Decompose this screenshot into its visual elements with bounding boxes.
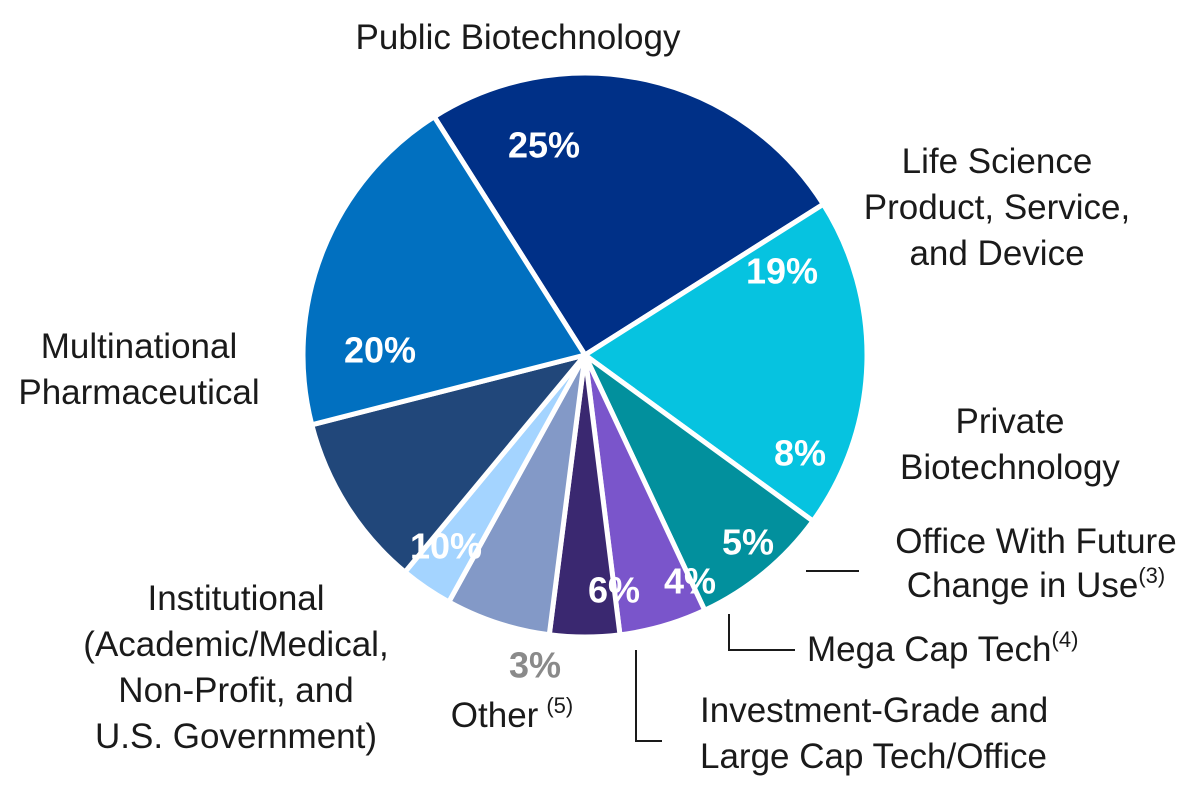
pie-slices — [300, 70, 870, 640]
footnote-marker: (5) — [546, 693, 573, 718]
pct-label-institutional: 10% — [410, 526, 482, 567]
category-label-line: Product, Service, — [864, 188, 1131, 227]
category-label-line: Pharmaceutical — [18, 373, 259, 412]
pct-label-multinational-pharma: 20% — [344, 330, 416, 371]
pct-label-mega-cap-tech: 4% — [664, 561, 716, 602]
leader-line-mega-cap-tech — [728, 614, 795, 651]
category-label-line: Large Cap Tech/Office — [700, 737, 1047, 776]
category-label-line: Private — [956, 402, 1065, 441]
category-label-multinational-pharma: Multinational Pharmaceutical — [18, 327, 259, 412]
footnote-marker: (3) — [1138, 563, 1165, 588]
category-label-line: Mega Cap Tech — [807, 630, 1052, 669]
category-label-private-biotech: Private Biotechnology — [900, 402, 1120, 487]
pie-slice-private-biotech — [582, 352, 816, 613]
pie-slice-multinational-pharma — [300, 114, 588, 428]
category-label-line: Life Science — [902, 142, 1093, 181]
category-label-line: Non-Profit, and — [118, 671, 353, 710]
pie-slice-public-biotech — [431, 70, 826, 358]
category-label-line: Other — [451, 696, 539, 735]
category-label-line: Office With Future — [895, 522, 1176, 561]
pie-slice-life-science — [582, 201, 870, 524]
pct-label-office-future-use: 5% — [722, 522, 774, 563]
category-label-mega-cap-tech: Mega Cap Tech(4) — [807, 627, 1078, 669]
category-label-line: and Device — [909, 234, 1084, 273]
category-label-line: Institutional — [147, 579, 324, 618]
category-label-line: Public Biotechnology — [356, 18, 681, 57]
category-label-investment-grade: Investment-Grade and Large Cap Tech/Offic… — [700, 691, 1048, 776]
category-label-institutional: Institutional (Academic/Medical, Non-Profi… — [83, 579, 388, 756]
category-label-public-biotech: Public Biotechnology — [356, 18, 681, 57]
category-label-line: Biotechnology — [900, 448, 1120, 487]
pct-label-public-biotech: 25% — [508, 125, 580, 166]
pct-label-private-biotech: 8% — [774, 433, 826, 474]
category-label-life-science: Life Science Product, Service, and Device — [864, 142, 1131, 273]
footnote-marker: (4) — [1052, 627, 1079, 652]
category-label-line: Multinational — [41, 327, 238, 366]
category-label-line: U.S. Government) — [95, 717, 377, 756]
pct-label-other: 3% — [509, 645, 561, 686]
category-label-line: Investment-Grade and — [700, 691, 1048, 730]
category-label-line: Change in Use — [907, 566, 1139, 605]
pct-label-life-science: 19% — [746, 251, 818, 292]
leader-line-investment-grade — [635, 650, 662, 742]
category-label-other: Other (5) — [451, 693, 573, 735]
category-label-line: (Academic/Medical, — [83, 625, 388, 664]
pct-label-investment-grade: 6% — [588, 570, 640, 611]
category-label-office-future-use: Office With Future Change in Use(3) — [895, 522, 1176, 605]
